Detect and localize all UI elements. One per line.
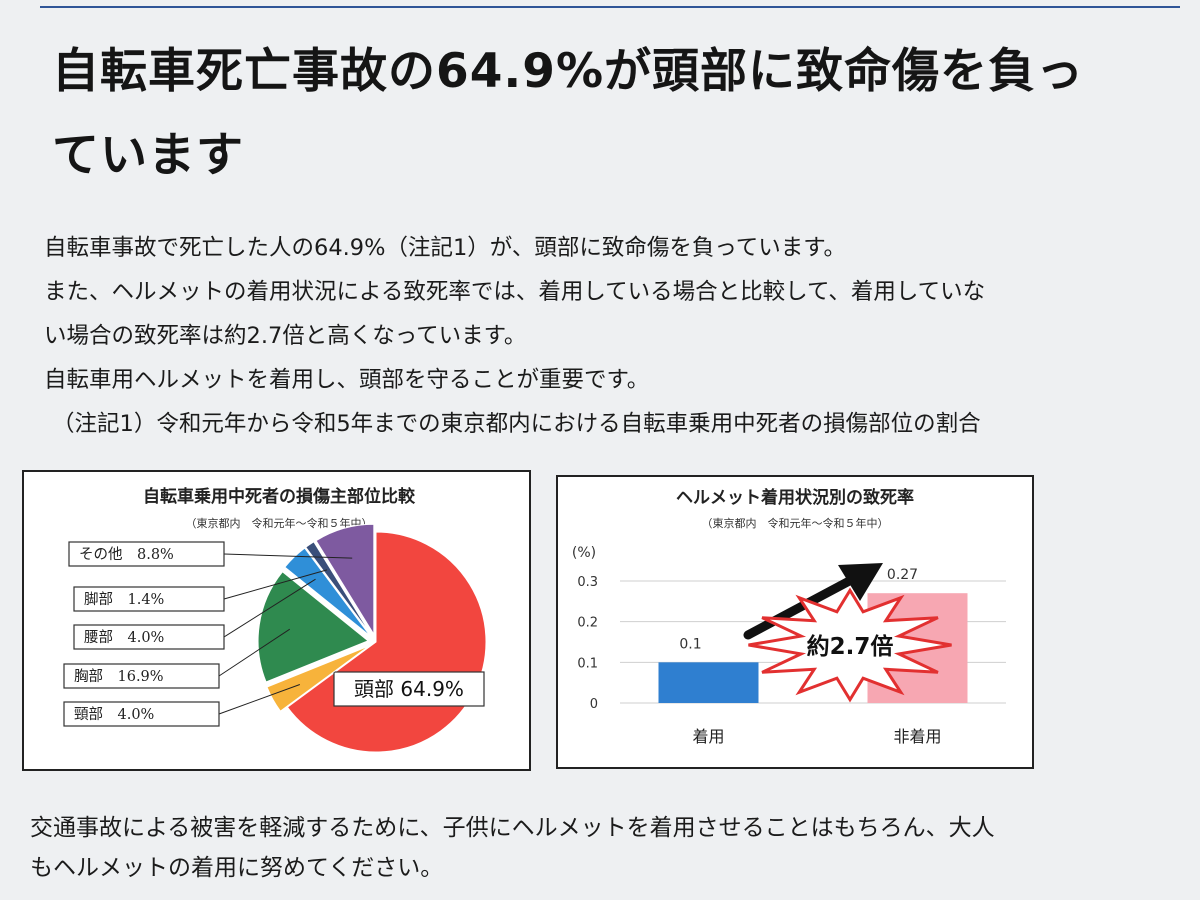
pie-label-neck: 頸部 4.0% bbox=[74, 706, 154, 723]
ratio-annotation: 約2.7倍 bbox=[807, 633, 894, 660]
pie-label-waist: 腰部 4.0% bbox=[84, 629, 164, 646]
bar-y-unit: (%) bbox=[572, 545, 596, 561]
paragraph-2: また、ヘルメットの着用状況による致死率では、着用している場合と比較して、着用して… bbox=[44, 279, 986, 305]
pie-label-box-other bbox=[68, 541, 225, 567]
closing-text: 交通事故による被害を軽減するために、子供にヘルメットを着用させることはもちろん、… bbox=[30, 808, 1180, 888]
bar-category-label: 非着用 bbox=[893, 727, 941, 746]
pie-chart-panel: 自転車乗用中死者の損傷主部位比較 （東京都内 令和元年～令和５年中） 頭部 64.9… bbox=[22, 470, 531, 771]
bar-chart: ヘルメット着用状況別の致死率 （東京都内 令和元年～令和５年中） (%) 0 0.1 0.… bbox=[572, 487, 1006, 746]
pie-slice-chest bbox=[257, 571, 370, 683]
top-rule bbox=[40, 6, 1180, 8]
paragraph-1: 自転車事故で死亡した人の64.9%（注記1）が、頭部に致命傷を負っています。 bbox=[44, 235, 846, 261]
pie-leader-waist bbox=[223, 578, 316, 638]
pie-leader-neck bbox=[218, 684, 301, 715]
bar-subtitle: （東京都内 令和元年～令和５年中） bbox=[702, 516, 889, 530]
pie-label-box-waist bbox=[73, 624, 225, 650]
bar-category-label: 着用 bbox=[692, 727, 724, 746]
pie-label-box-chest bbox=[63, 663, 220, 689]
pie-label-head: 頭部 64.9% bbox=[354, 677, 464, 701]
pie-slice-waist bbox=[284, 547, 371, 637]
paragraph-4: 自転車用ヘルメットを着用し、頭部を守ることが重要です。 bbox=[44, 367, 650, 393]
increase-arrow-head bbox=[838, 563, 883, 601]
bar-title: ヘルメット着用状況別の致死率 bbox=[676, 487, 914, 508]
pie-slice-neck bbox=[266, 645, 370, 712]
page-title-line-2: ています bbox=[52, 128, 244, 183]
starburst-callout bbox=[748, 587, 952, 703]
pie-chart: 自転車乗用中死者の損傷主部位比較 （東京都内 令和元年～令和５年中） 頭部 64.9… bbox=[63, 486, 487, 753]
footnote-1: （注記1）令和元年から令和5年までの東京都内における自転車乗用中死者の損傷部位の… bbox=[52, 411, 981, 437]
page-title-line-1: 自転車死亡事故の64.9%が頭部に致命傷を負っ bbox=[52, 44, 1085, 99]
bar-y-tick: 0.3 bbox=[577, 575, 598, 590]
pie-title: 自転車乗用中死者の損傷主部位比較 bbox=[143, 486, 416, 507]
pie-leader-leg bbox=[223, 569, 328, 600]
closing-line-2: もヘルメットの着用に努めてください。 bbox=[30, 855, 444, 881]
bar-value-label: 0.27 bbox=[887, 567, 918, 583]
paragraph-3: い場合の致死率は約2.7倍と高くなっています。 bbox=[44, 323, 527, 349]
bar-y-tick: 0 bbox=[590, 697, 598, 712]
pie-label-box-leg bbox=[73, 586, 225, 612]
bar-worn bbox=[658, 662, 759, 703]
increase-arrow-shaft bbox=[743, 574, 858, 640]
closing-line-1: 交通事故による被害を軽減するために、子供にヘルメットを着用させることはもちろん、… bbox=[30, 815, 995, 841]
page-title: 自転車死亡事故の64.9%が頭部に致命傷を負っ ています bbox=[52, 30, 1162, 198]
bar-y-tick: 0.1 bbox=[577, 656, 598, 671]
bar-chart-panel: ヘルメット着用状況別の致死率 （東京都内 令和元年～令和５年中） (%) 0 0.1 0.… bbox=[556, 475, 1034, 769]
pie-leader-other bbox=[223, 553, 353, 559]
pie-label-leg: 脚部 1.4% bbox=[84, 591, 164, 608]
body-text: 自転車事故で死亡した人の64.9%（注記1）が、頭部に致命傷を負っています。 ま… bbox=[44, 226, 1164, 446]
bar-value-label: 0.1 bbox=[679, 636, 701, 652]
pie-slice-other bbox=[315, 523, 375, 637]
pie-label-box-head bbox=[333, 671, 485, 707]
pie-label-other: その他 8.8% bbox=[79, 546, 174, 563]
pie-label-box-neck bbox=[63, 701, 220, 727]
pie-label-chest: 胸部 16.9% bbox=[74, 668, 164, 685]
pie-leader-chest bbox=[218, 628, 291, 677]
pie-subtitle: （東京都内 令和元年～令和５年中） bbox=[186, 516, 373, 530]
pie-slice-leg bbox=[305, 541, 372, 636]
bar-y-tick: 0.2 bbox=[577, 616, 598, 631]
